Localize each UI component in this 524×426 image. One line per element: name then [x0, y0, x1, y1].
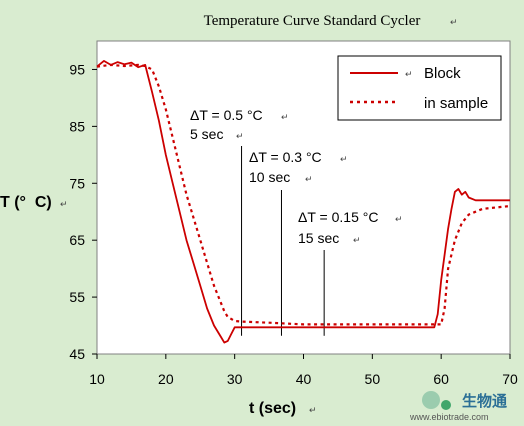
annotation-2-time: 10 sec: [249, 169, 290, 185]
annotation-2-delta: ΔT = 0.3 °C: [249, 149, 322, 165]
legend-label-block: Block: [424, 65, 461, 82]
x-axis: 10 20 30 40 50 60 70: [89, 354, 518, 387]
x-tick-label: 60: [433, 371, 449, 387]
logo-site: www.ebiotrade.com: [409, 412, 489, 422]
annotation-2-time-mark: ↵: [305, 174, 313, 184]
annotation-2: ΔT = 0.3 °C ↵ 10 sec ↵: [249, 149, 348, 185]
annotation-3-time-mark: ↵: [353, 235, 361, 245]
annotation-1-mark: ↵: [281, 112, 289, 122]
x-tick-label: 10: [89, 371, 105, 387]
logo-dot-icon: [441, 400, 451, 410]
annotation-1-delta: ΔT = 0.5 °C: [190, 107, 263, 123]
logo-leaf-icon: [422, 391, 440, 409]
series-line-in-sample: [96, 63, 511, 326]
annotation-1-time-mark: ↵: [236, 131, 244, 141]
x-tick-label: 40: [296, 371, 312, 387]
legend-label-in-sample: in sample: [424, 95, 488, 112]
ylabel-return-mark: ↵: [60, 199, 68, 209]
y-axis-label: T (° C): [0, 194, 52, 211]
series-layer: [96, 60, 511, 344]
legend: ↵ Block in sample: [337, 55, 502, 121]
annotation-3-time: 15 sec: [298, 230, 339, 246]
y-tick-label: 95: [69, 61, 85, 77]
annotation-3-mark: ↵: [395, 214, 403, 224]
chart-title: Temperature Curve Standard Cycler: [204, 13, 421, 29]
annotation-2-mark: ↵: [340, 154, 348, 164]
annotation-1: ΔT = 0.5 °C ↵ 5 sec ↵: [190, 107, 289, 142]
y-tick-label: 45: [69, 346, 85, 362]
y-tick-label: 65: [69, 232, 85, 248]
x-tick-label: 30: [227, 371, 243, 387]
annotation-lines: [241, 146, 325, 336]
x-tick-label: 20: [158, 371, 174, 387]
y-tick-label: 75: [69, 175, 85, 191]
legend-return-mark-1: ↵: [405, 69, 413, 79]
annotation-3: ΔT = 0.15 °C ↵ 15 sec ↵: [298, 209, 403, 246]
y-tick-label: 85: [69, 118, 85, 134]
x-tick-label: 50: [365, 371, 381, 387]
title-return-mark: ↵: [450, 17, 458, 27]
logo-brand: 生物通: [462, 392, 507, 410]
xlabel-return-mark: ↵: [309, 405, 317, 415]
x-tick-label: 70: [502, 371, 518, 387]
y-tick-label: 55: [69, 289, 85, 305]
legend-box: [337, 55, 502, 121]
x-axis-label: t (sec): [249, 400, 296, 417]
watermark-logo: 生物通 www.ebiotrade.com: [409, 391, 507, 422]
annotation-1-time: 5 sec: [190, 126, 223, 142]
y-axis: 45 55 65 75 85 95: [69, 61, 97, 362]
annotation-3-delta: ΔT = 0.15 °C: [298, 209, 378, 225]
